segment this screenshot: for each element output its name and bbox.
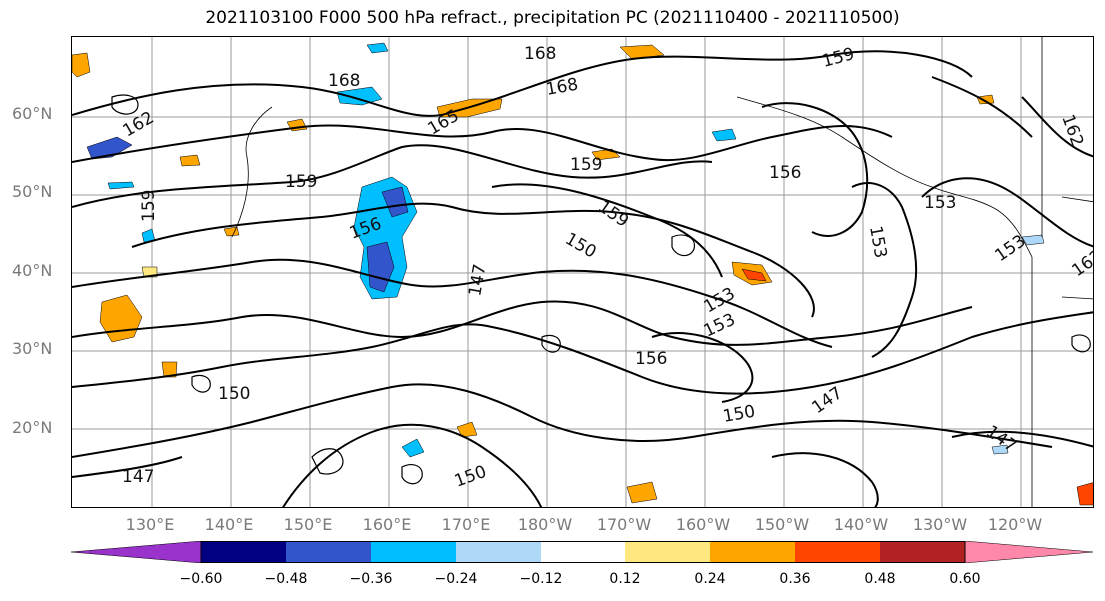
colorbar-tick: −0.36 (349, 571, 393, 587)
contour-label: 159 (139, 190, 159, 222)
contour-label: 150 (562, 229, 600, 263)
colorbar-tick: −0.12 (519, 571, 563, 587)
lat-label: 60°N (12, 104, 53, 123)
lat-label: 20°N (12, 418, 53, 437)
contour-label: 156 (635, 349, 667, 369)
map-panel: 168 168 168 159 162 165 159 159 156 153 … (71, 36, 1094, 508)
contour-label: 162 (1068, 246, 1094, 281)
lon-label: 180°W (517, 515, 573, 534)
map-canvas: 168 168 168 159 162 165 159 159 156 153 … (72, 37, 1094, 507)
colorbar-swatch (71, 541, 202, 563)
contour-label-group: 168 168 168 159 162 165 159 159 156 153 … (120, 44, 1094, 492)
lon-label: 160°W (675, 515, 731, 534)
lon-label: 130°E (125, 515, 175, 534)
lon-label: 170°E (441, 515, 491, 534)
colorbar-tick: −0.48 (264, 571, 308, 587)
negative-precip-shading (86, 42, 1045, 458)
lon-label: 130°W (912, 515, 968, 534)
colorbar-tick: 0.12 (609, 571, 641, 587)
lat-label: 30°N (12, 339, 53, 358)
refractivity-contours (72, 50, 1093, 507)
contour-label: 168 (544, 75, 579, 100)
contour-label: 153 (701, 310, 739, 342)
lon-label: 160°E (362, 515, 412, 534)
contour-label: 153 (991, 231, 1029, 266)
contour-label: 168 (524, 44, 556, 64)
colorbar-swatch (541, 541, 625, 563)
colorbar-swatch (456, 541, 541, 563)
colorbar-swatch (371, 541, 456, 563)
colorbar-swatch (710, 541, 795, 563)
graticule (72, 37, 1093, 507)
contour-label: 159 (820, 44, 857, 72)
lon-label: 140°W (833, 515, 889, 534)
contour-label: 147 (122, 467, 154, 487)
colorbar-swatch (286, 541, 371, 563)
colorbar-border (200, 541, 966, 563)
positive-precip-shading (72, 44, 1093, 506)
colorbar (71, 541, 1094, 563)
lat-label: 50°N (12, 182, 53, 201)
contour-label: 168 (328, 71, 360, 91)
contour-label: 153 (701, 284, 739, 318)
contour-label: 156 (769, 163, 801, 183)
colorbar-swatch (880, 541, 965, 563)
colorbar-tick: 0.48 (864, 571, 896, 587)
contour-label: 153 (924, 193, 956, 213)
lon-label: 150°E (283, 515, 333, 534)
contour-label: 159 (285, 172, 317, 192)
contour-label: 147 (808, 383, 846, 418)
lat-label: 40°N (12, 261, 53, 280)
small-contours (111, 94, 1091, 485)
colorbar-tick: −0.60 (179, 571, 223, 587)
lon-label: 140°E (204, 515, 254, 534)
colorbar-tick: 0.36 (779, 571, 811, 587)
colorbar-swatch (201, 541, 286, 563)
coastline (231, 37, 1093, 507)
contour-label: 150 (452, 462, 489, 492)
colorbar-tick: 0.24 (694, 571, 726, 587)
map-title: 2021103100 F000 500 hPa refract., precip… (205, 8, 900, 28)
colorbar-tick: 0.60 (949, 571, 981, 587)
lon-label: 120°W (987, 515, 1043, 534)
contour-label: 150 (721, 402, 756, 427)
colorbar-swatch (795, 541, 880, 563)
colorbar-swatch (964, 541, 1094, 563)
colorbar-tick: −0.24 (434, 571, 478, 587)
contour-label: 159 (570, 155, 602, 175)
contour-label: 153 (865, 224, 890, 259)
colorbar-swatch (625, 541, 710, 563)
lon-label: 170°W (596, 515, 652, 534)
contour-label: 150 (218, 384, 250, 404)
lon-label: 150°W (754, 515, 810, 534)
contour-label: 147 (465, 262, 490, 297)
